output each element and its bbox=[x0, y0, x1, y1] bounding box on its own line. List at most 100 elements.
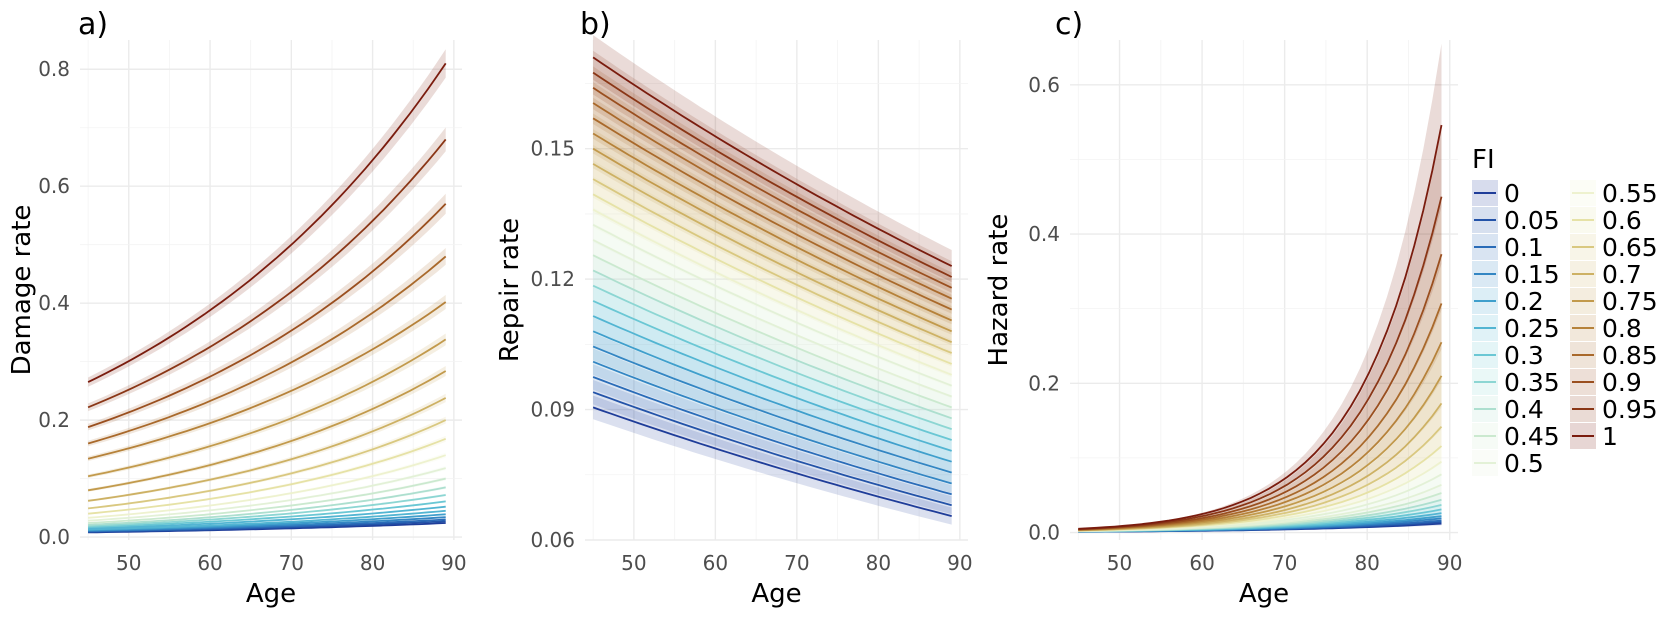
x-axis-title: Age bbox=[751, 579, 801, 609]
x-tick-label: 90 bbox=[441, 551, 466, 575]
x-tick-label: 50 bbox=[1107, 551, 1132, 575]
series-line bbox=[88, 437, 447, 515]
legend-entry-label: 0.7 bbox=[1602, 260, 1642, 289]
series-line bbox=[88, 500, 446, 528]
series-line bbox=[1078, 124, 1443, 530]
panel-hazard-rate: 50 60 70 80 90 0.0 0.2 0.4 0.6 Age Hazard rate c) bbox=[984, 7, 1462, 609]
series-line bbox=[88, 509, 446, 531]
y-axis-title: Hazard rate bbox=[984, 214, 1014, 367]
series-line bbox=[87, 203, 447, 428]
legend-entry-label: 0.6 bbox=[1602, 206, 1642, 235]
x-tick-label: 80 bbox=[360, 551, 385, 575]
y-axis-title: Damage rate bbox=[7, 205, 37, 376]
series-line bbox=[592, 117, 953, 311]
y-tick-label: 0.2 bbox=[1028, 371, 1060, 395]
series-line bbox=[87, 370, 447, 492]
y-tick-label: 0.2 bbox=[38, 408, 70, 432]
x-tick-label: 50 bbox=[621, 551, 646, 575]
series-line bbox=[592, 208, 953, 376]
series-line bbox=[592, 193, 953, 365]
legend-entry-label: 0.5 bbox=[1504, 449, 1544, 478]
series-line bbox=[88, 486, 446, 526]
series-line bbox=[87, 397, 447, 502]
legend-entry-label: 0.1 bbox=[1504, 233, 1544, 262]
legend-entry-label: 0.85 bbox=[1602, 341, 1658, 370]
legend-title: FI bbox=[1472, 145, 1495, 175]
panel-label: c) bbox=[1055, 7, 1083, 42]
legend-entry-label: 0.45 bbox=[1504, 422, 1560, 451]
series-line bbox=[592, 239, 953, 398]
legend-entry-label: 1 bbox=[1602, 422, 1618, 451]
legend-entry-label: 0.2 bbox=[1504, 287, 1544, 316]
legend-entry-label: 0.35 bbox=[1504, 368, 1560, 397]
y-tick-label: 0.6 bbox=[38, 174, 70, 198]
series-line bbox=[592, 284, 952, 430]
series-line bbox=[592, 345, 952, 474]
series-band bbox=[1078, 257, 1442, 530]
series-line bbox=[88, 467, 446, 522]
series-line bbox=[88, 505, 446, 530]
gridlines bbox=[1070, 40, 1458, 540]
series-line bbox=[592, 300, 952, 441]
y-tick-label: 0.15 bbox=[530, 137, 575, 161]
series-line bbox=[87, 301, 447, 460]
series-line bbox=[592, 406, 952, 517]
legend-entry-label: 0.55 bbox=[1602, 179, 1658, 208]
y-tick-label: 0.4 bbox=[38, 291, 70, 315]
x-axis-title: Age bbox=[1239, 579, 1289, 609]
series-line bbox=[592, 330, 952, 463]
series-band bbox=[1078, 129, 1442, 530]
series-line bbox=[592, 254, 953, 409]
x-tick-label: 90 bbox=[947, 551, 972, 575]
x-tick-label: 90 bbox=[1437, 551, 1462, 575]
legend-entry-label: 0.8 bbox=[1602, 314, 1642, 343]
legend-entry-label: 0.9 bbox=[1602, 368, 1642, 397]
y-tick-label: 0.0 bbox=[1028, 521, 1060, 545]
y-tick-label: 0.4 bbox=[1028, 222, 1060, 246]
series-line bbox=[87, 338, 447, 478]
y-tick-label: 0.12 bbox=[530, 267, 575, 291]
series-band bbox=[1078, 198, 1442, 530]
series-group bbox=[1078, 43, 1443, 533]
series-band bbox=[1078, 344, 1442, 531]
x-tick-label: 70 bbox=[1272, 551, 1297, 575]
series-line bbox=[88, 419, 447, 510]
series-line bbox=[592, 163, 953, 344]
series-line bbox=[592, 102, 953, 300]
series-group bbox=[87, 49, 447, 534]
legend-entry-label: 0.65 bbox=[1602, 233, 1658, 262]
series-line bbox=[592, 56, 953, 267]
series-line bbox=[87, 255, 447, 445]
legend-entry-label: 0.15 bbox=[1504, 260, 1560, 289]
series-line bbox=[592, 376, 952, 496]
y-tick-label: 0.09 bbox=[530, 398, 575, 422]
series-line bbox=[592, 315, 952, 452]
legend-entry-label: 0.3 bbox=[1504, 341, 1544, 370]
legend: FI 00.050.10.150.20.250.30.350.40.450.5 0.… bbox=[1472, 145, 1658, 478]
panel-label: b) bbox=[580, 7, 611, 42]
legend-entry-label: 0.25 bbox=[1504, 314, 1560, 343]
x-tick-label: 80 bbox=[1354, 551, 1379, 575]
y-tick-label: 0.0 bbox=[38, 525, 70, 549]
x-tick-label: 70 bbox=[784, 551, 809, 575]
y-tick-label: 0.6 bbox=[1028, 73, 1060, 97]
series-line bbox=[592, 269, 953, 420]
y-axis-title: Repair rate bbox=[495, 218, 525, 362]
series-line bbox=[87, 138, 447, 409]
series-line bbox=[592, 360, 952, 485]
series-band bbox=[1078, 304, 1442, 530]
x-tick-label: 50 bbox=[116, 551, 141, 575]
series-line bbox=[87, 62, 447, 383]
legend-entry-label: 0.4 bbox=[1504, 395, 1544, 424]
gridlines bbox=[585, 40, 968, 541]
x-tick-label: 70 bbox=[279, 551, 304, 575]
series-line bbox=[592, 178, 953, 354]
x-tick-label: 60 bbox=[197, 551, 222, 575]
y-tick-label: 0.06 bbox=[530, 528, 575, 552]
x-axis-title: Age bbox=[246, 579, 296, 609]
y-tick-label: 0.8 bbox=[38, 57, 70, 81]
series-line bbox=[592, 147, 953, 333]
series-line bbox=[88, 477, 446, 524]
series-line bbox=[592, 87, 953, 289]
